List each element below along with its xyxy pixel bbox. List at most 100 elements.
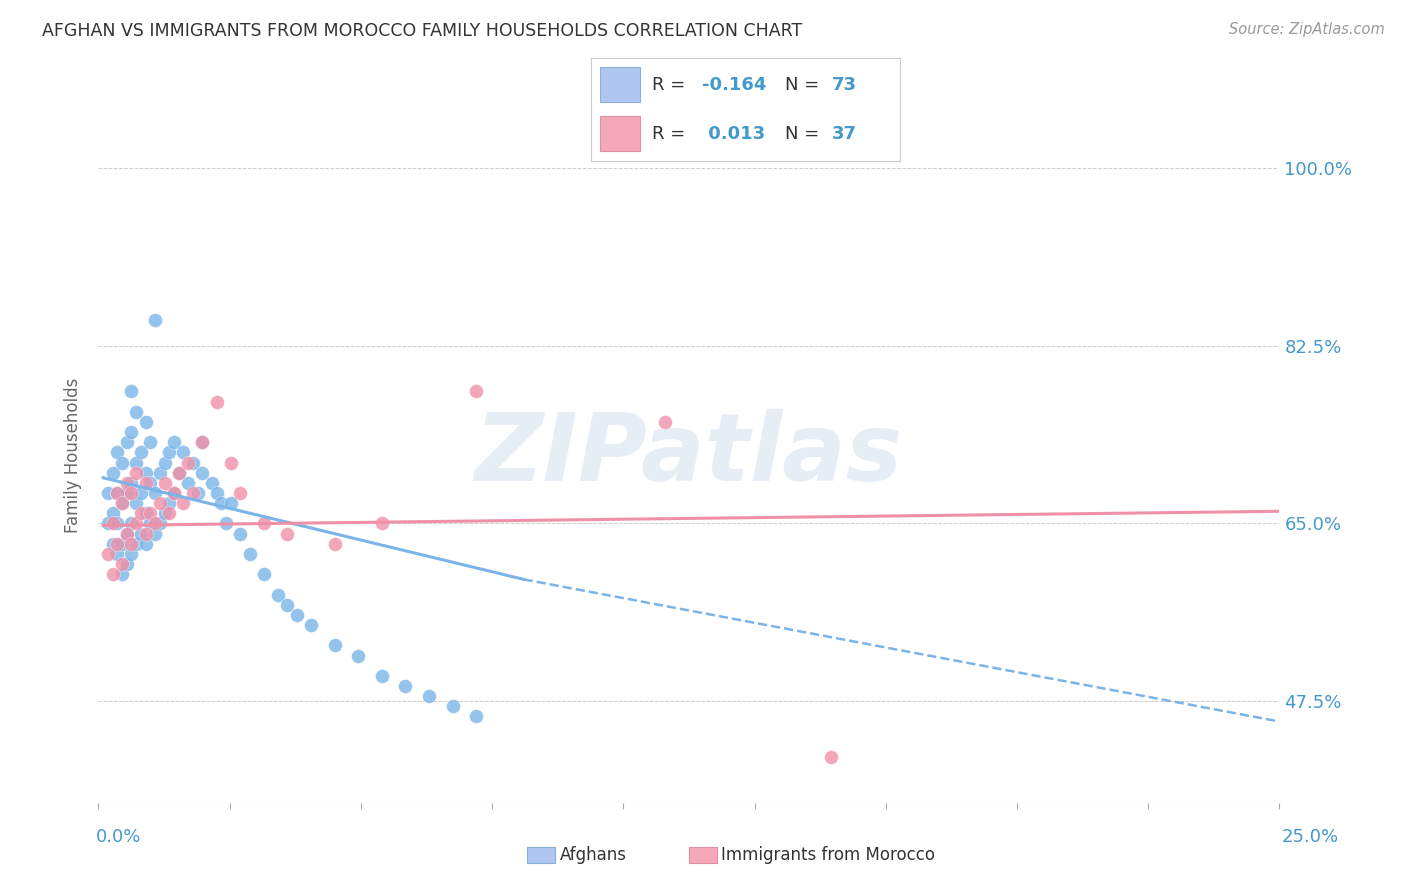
Point (172, 445, 194, 459)
Point (347, 648, 370, 663)
Point (135, 537, 157, 551)
Text: R =: R = (652, 76, 692, 94)
Point (163, 435, 186, 450)
Point (135, 506, 157, 520)
Text: AFGHAN VS IMMIGRANTS FROM MOROCCO FAMILY HOUSEHOLDS CORRELATION CHART: AFGHAN VS IMMIGRANTS FROM MOROCCO FAMILY… (42, 22, 803, 40)
Point (172, 496, 194, 510)
Text: N =: N = (786, 76, 825, 94)
Point (143, 486, 166, 500)
Point (111, 496, 134, 510)
Point (105, 486, 128, 500)
Point (121, 425, 143, 439)
Point (115, 526, 138, 541)
Point (239, 547, 262, 561)
Point (101, 506, 124, 520)
Point (105, 486, 128, 500)
Point (143, 313, 166, 327)
Point (129, 445, 152, 459)
Point (157, 445, 180, 459)
Point (115, 557, 138, 571)
Point (139, 506, 162, 520)
Text: 0.0%: 0.0% (96, 828, 141, 846)
Point (115, 475, 138, 490)
Point (371, 669, 394, 683)
Point (181, 486, 204, 500)
Point (105, 537, 128, 551)
Point (125, 456, 148, 470)
Point (97, 516, 120, 531)
Text: 0.013: 0.013 (702, 125, 765, 143)
Point (465, 709, 488, 723)
Point (105, 516, 128, 531)
Point (163, 486, 186, 500)
Point (129, 526, 152, 541)
Point (253, 516, 276, 531)
Point (105, 445, 128, 459)
Point (201, 475, 224, 490)
Point (191, 435, 214, 450)
Point (187, 486, 209, 500)
Point (135, 415, 157, 429)
Point (167, 466, 190, 480)
Point (143, 516, 166, 531)
Point (121, 537, 143, 551)
Point (177, 456, 200, 470)
Point (101, 516, 124, 531)
Point (149, 466, 172, 480)
Point (394, 679, 416, 693)
Point (418, 689, 440, 703)
Point (820, 750, 842, 764)
Point (115, 486, 138, 500)
Point (125, 516, 148, 531)
Point (125, 496, 148, 510)
Text: 37: 37 (832, 125, 856, 143)
Point (101, 466, 124, 480)
Point (229, 486, 252, 500)
Text: ZIPatlas: ZIPatlas (475, 409, 903, 501)
Text: N =: N = (786, 125, 825, 143)
Point (167, 466, 190, 480)
Point (101, 567, 124, 582)
Point (323, 537, 346, 551)
Point (149, 496, 172, 510)
Point (97, 547, 120, 561)
Point (219, 496, 242, 510)
Point (191, 466, 214, 480)
Point (135, 466, 157, 480)
Point (209, 496, 232, 510)
Point (97, 486, 120, 500)
Point (111, 456, 134, 470)
Text: 25.0%: 25.0% (1281, 828, 1339, 846)
Point (191, 435, 214, 450)
Point (121, 486, 143, 500)
Point (276, 598, 298, 612)
Point (153, 456, 176, 470)
Point (111, 567, 134, 582)
Point (115, 526, 138, 541)
Point (111, 537, 134, 551)
Point (121, 547, 143, 561)
Point (253, 567, 276, 582)
Point (111, 496, 134, 510)
Point (323, 639, 346, 653)
Point (125, 537, 148, 551)
Point (149, 516, 172, 531)
Point (267, 588, 290, 602)
Point (441, 699, 464, 714)
Point (139, 475, 162, 490)
Text: 73: 73 (832, 76, 856, 94)
Point (125, 466, 148, 480)
Text: Afghans: Afghans (560, 847, 627, 864)
Point (181, 456, 204, 470)
Text: -0.164: -0.164 (702, 76, 766, 94)
Point (135, 475, 157, 490)
Point (299, 618, 322, 632)
Text: R =: R = (652, 125, 692, 143)
Point (205, 486, 228, 500)
Point (371, 516, 394, 531)
Point (125, 405, 148, 419)
Y-axis label: Family Households: Family Households (65, 377, 83, 533)
Point (163, 486, 186, 500)
FancyBboxPatch shape (600, 67, 640, 102)
Point (157, 496, 180, 510)
